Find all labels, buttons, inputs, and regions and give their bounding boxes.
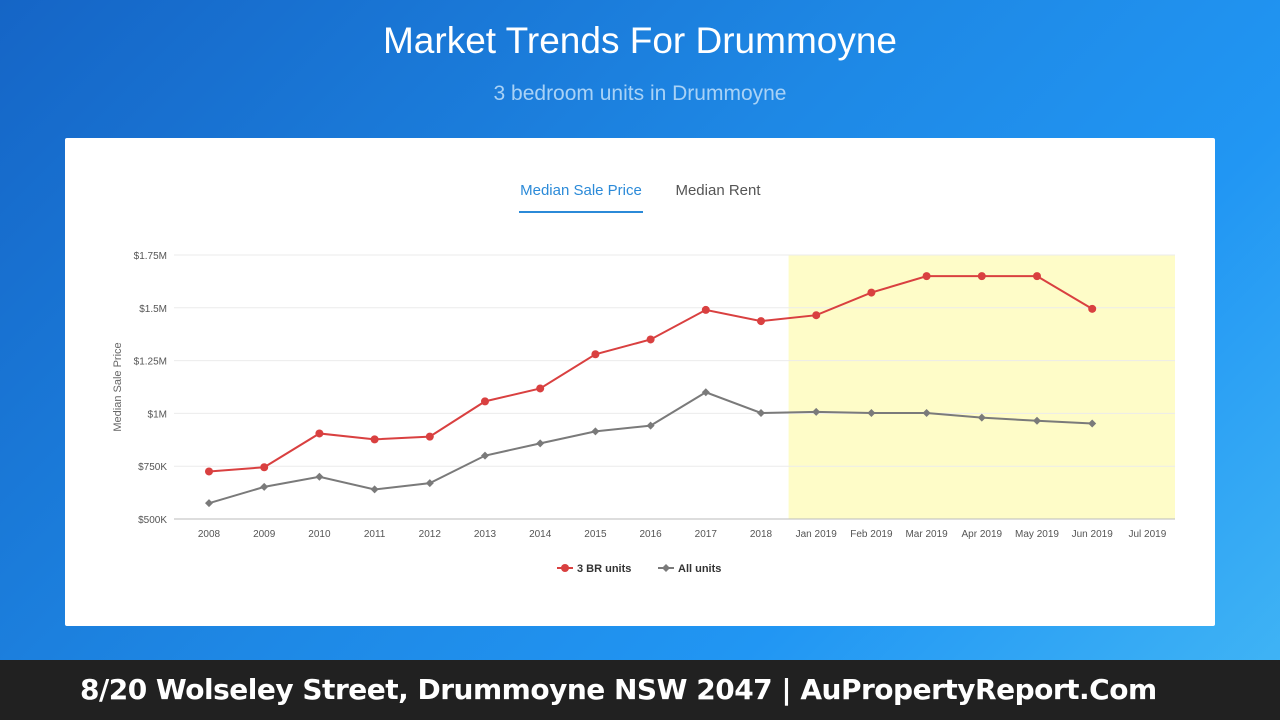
data-point (922, 272, 931, 281)
data-point (205, 467, 213, 476)
data-point (757, 317, 765, 326)
legend-marker (662, 564, 670, 572)
y-tick-label: $1.75M (134, 251, 167, 262)
data-point (1033, 272, 1041, 281)
data-point (1088, 304, 1097, 313)
page-title: Market Trends For Drummoyne (382, 20, 898, 61)
x-tick-label: Jan 2019 (796, 529, 838, 540)
data-point (1033, 416, 1041, 425)
y-tick-label: $750K (138, 462, 167, 473)
data-point (977, 272, 986, 281)
data-point (205, 499, 213, 508)
data-point (646, 421, 655, 430)
data-point (370, 435, 379, 444)
line-chart: $500K $750K $1M $1.25M $1.5M $1.75M Median Sal… (112, 251, 1175, 575)
data-point (260, 482, 269, 491)
legend-label: All units (678, 563, 721, 575)
data-point (425, 479, 434, 488)
x-tick-label: 2017 (695, 529, 718, 540)
data-point (370, 485, 379, 494)
y-tick-label: $1.5M (139, 304, 167, 315)
legend-marker (561, 564, 569, 572)
data-point (481, 397, 489, 406)
x-tick-label: 2018 (750, 529, 773, 540)
x-tick-label: May 2019 (1015, 529, 1059, 540)
data-point (315, 472, 324, 481)
x-tick-label: 2016 (639, 529, 662, 540)
x-tick-label: 2014 (529, 529, 552, 540)
chart-card: Median Sale Price Median Rent $500K $750K… (65, 138, 1215, 626)
y-tick-label: $500K (138, 515, 167, 526)
data-point (536, 439, 545, 448)
data-point (867, 288, 876, 297)
data-point (591, 350, 600, 359)
tab-median-sale-price[interactable]: Median Sale Price (519, 182, 643, 213)
y-axis-label: Median Sale Price (112, 342, 124, 431)
forecast-highlight-band (788, 255, 1175, 519)
x-tick-label: 2009 (253, 529, 276, 540)
data-point (812, 407, 821, 416)
x-tick-label: 2015 (584, 529, 607, 540)
data-point (315, 429, 324, 438)
data-point (977, 413, 986, 422)
tab-median-rent[interactable]: Median Rent (675, 182, 761, 199)
data-point (701, 305, 710, 314)
x-tick-label: 2013 (474, 529, 497, 540)
data-point (481, 451, 489, 460)
x-tick-label: 2012 (419, 529, 442, 540)
data-point (591, 427, 600, 436)
x-tick-label: 2011 (364, 529, 386, 540)
footer-bar: 8/20 Wolseley Street, Drummoyne NSW 2047… (0, 660, 1280, 720)
y-tick-label: $1M (148, 409, 167, 420)
x-tick-label: Mar 2019 (905, 529, 948, 540)
x-tick-label: 2010 (308, 529, 331, 540)
x-tick-label: Jul 2019 (1128, 529, 1166, 540)
chart-tabs: Median Sale Price Median Rent (65, 182, 1215, 218)
page-subtitle: 3 bedroom units in Drummoyne (493, 82, 787, 105)
data-point (757, 408, 765, 417)
data-point (812, 311, 821, 320)
data-point (867, 408, 876, 417)
x-tick-label: Jun 2019 (1072, 529, 1114, 540)
data-point (646, 335, 655, 344)
data-point (1088, 419, 1097, 428)
footer-address: 8/20 Wolseley Street, Drummoyne NSW 2047… (80, 673, 1157, 706)
x-tick-label: Apr 2019 (962, 529, 1003, 540)
data-point (922, 408, 931, 417)
y-tick-label: $1.25M (134, 357, 167, 368)
x-tick-label: Feb 2019 (850, 529, 893, 540)
data-point (536, 384, 545, 393)
data-point (425, 432, 434, 441)
data-point (701, 388, 710, 397)
legend-label: 3 BR units (577, 563, 631, 575)
data-point (260, 463, 269, 472)
x-tick-label: 2008 (198, 529, 221, 540)
